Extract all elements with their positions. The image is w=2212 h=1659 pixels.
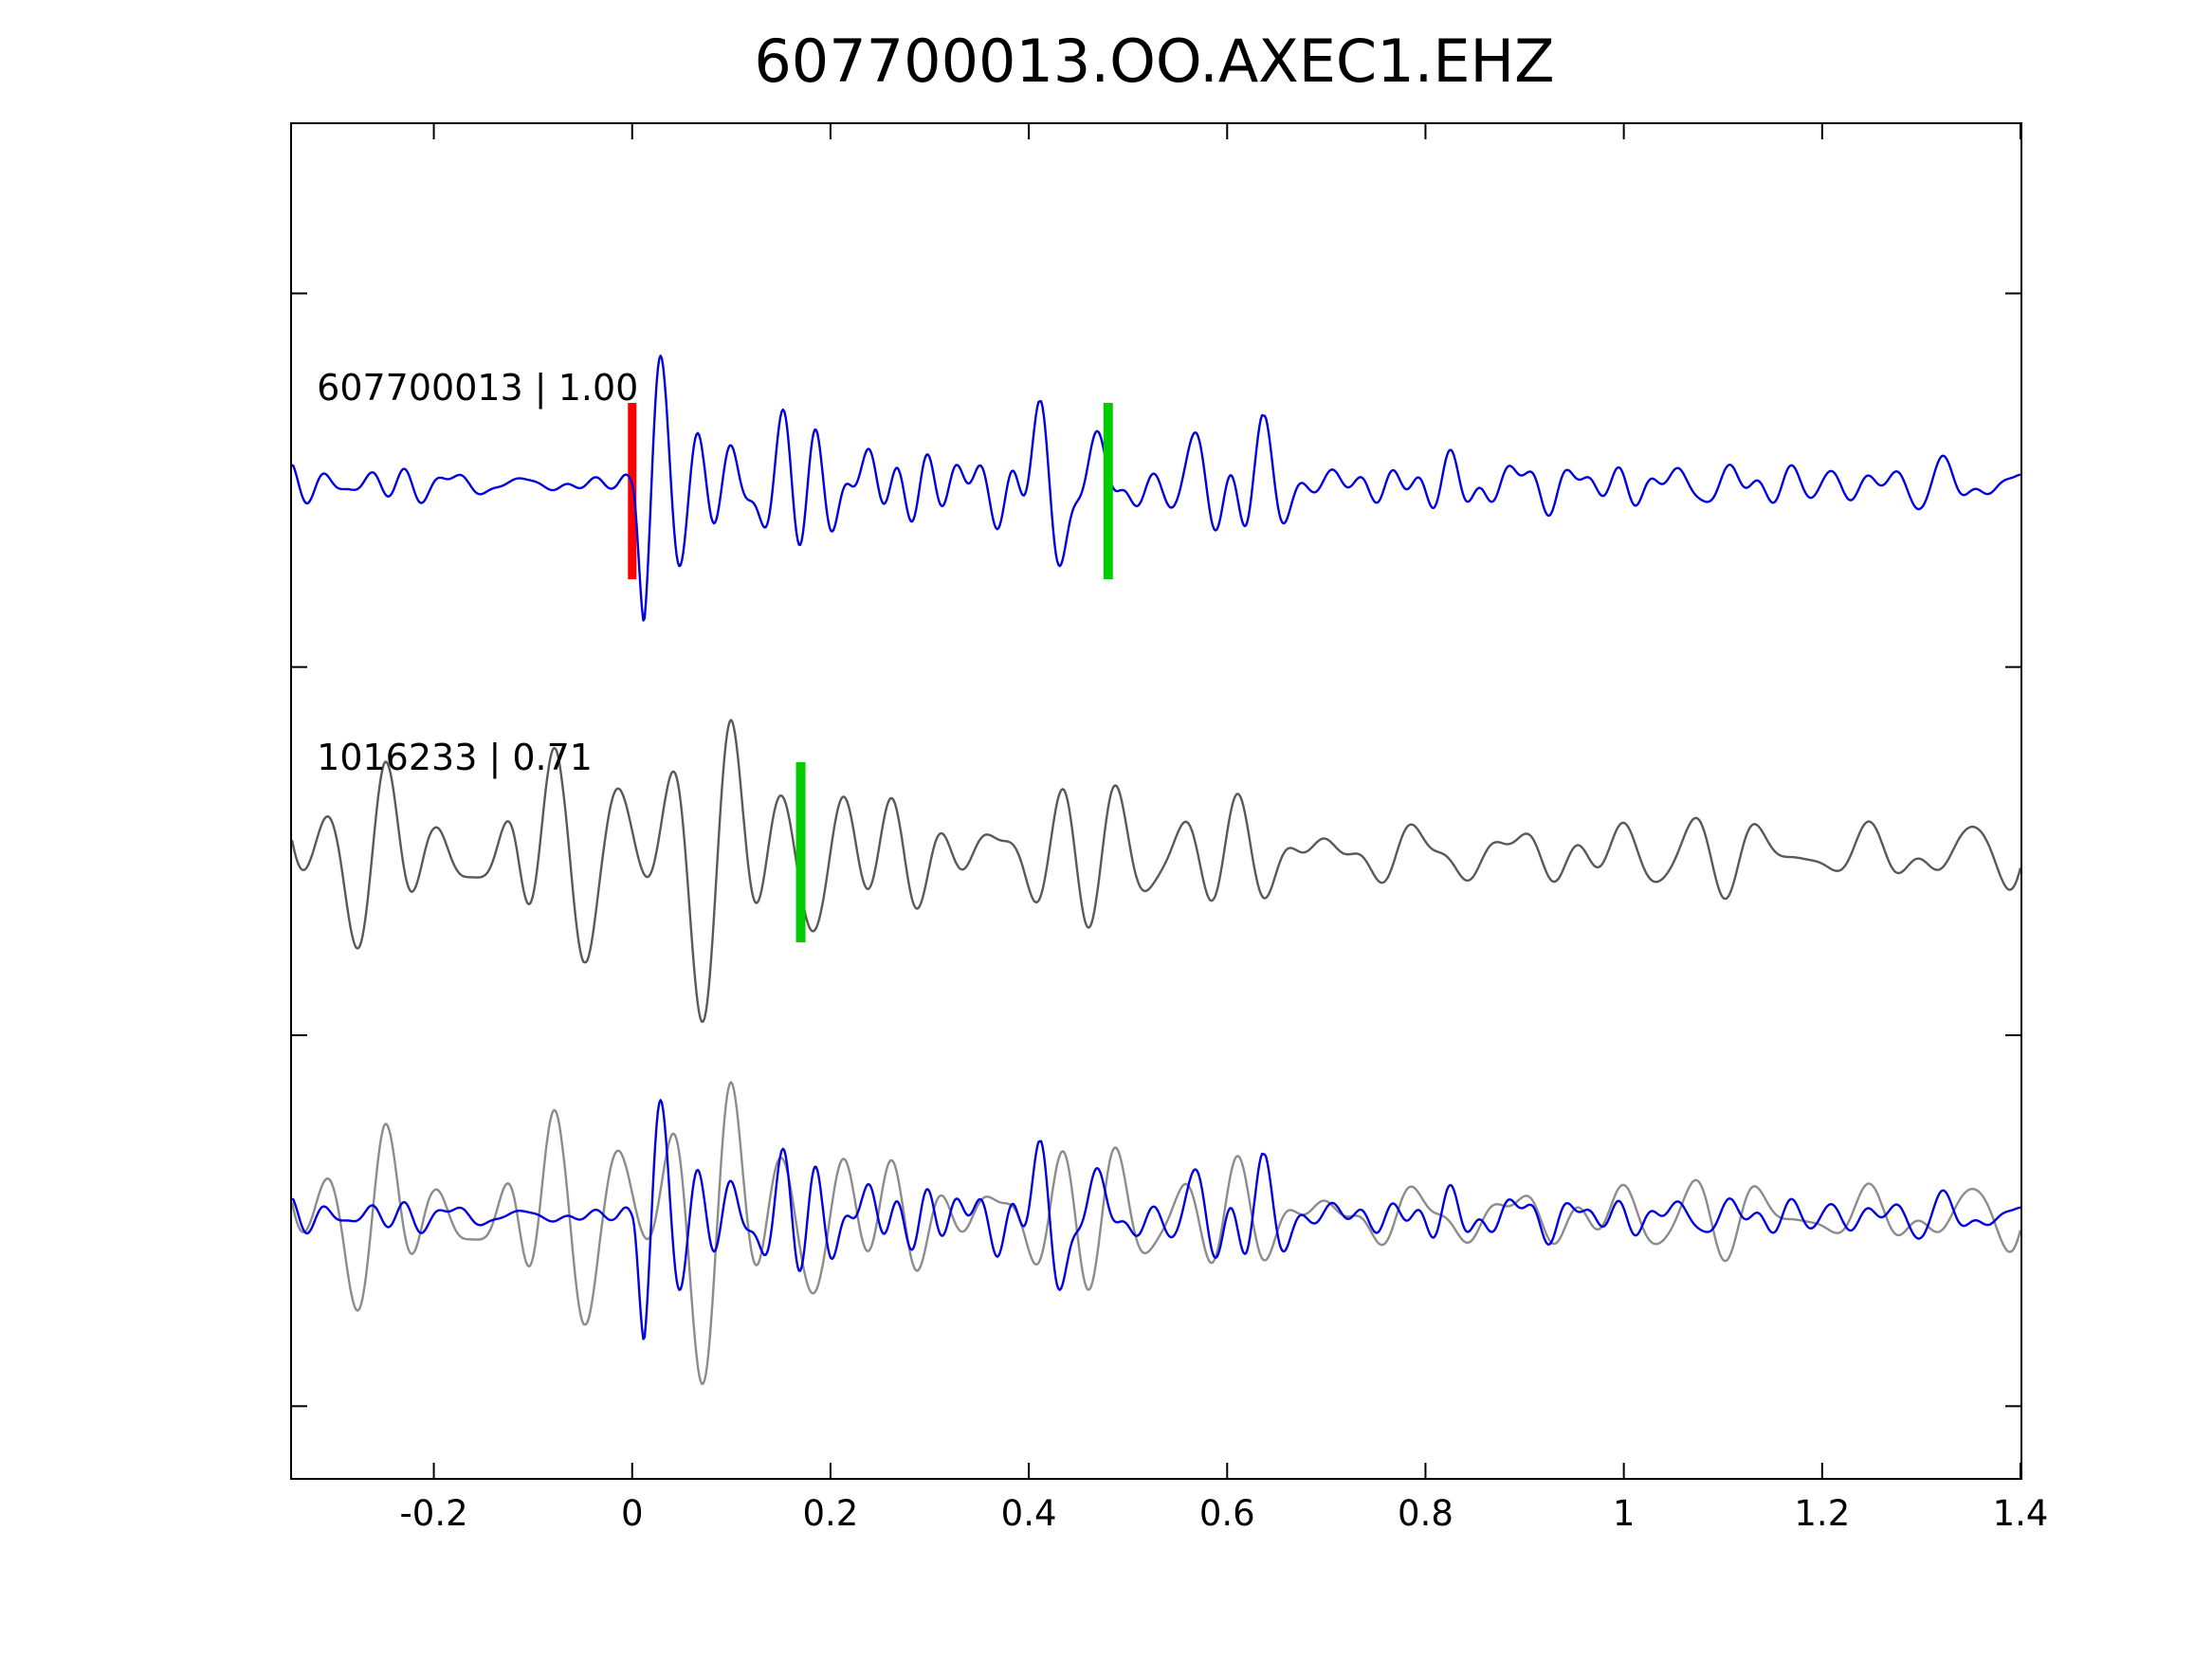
trace-label-template: 607700013 | 1.00: [317, 367, 639, 409]
plot-area: 607700013 | 1.00 1016233 | 0.71 -0.2 0 0.2…: [290, 122, 2048, 1534]
x-axis-tick-labels: -0.2 0 0.2 0.4 0.6 0.8 1 1.2 1.4: [292, 1478, 2048, 1544]
x-tick-label: 0.4: [1000, 1493, 1057, 1534]
x-tick-label: 1.4: [1992, 1493, 2049, 1534]
x-tick-label: 0.2: [802, 1493, 859, 1534]
x-tick-label: -0.2: [399, 1493, 468, 1534]
trace-label-candidate: 1016233 | 0.71: [317, 737, 593, 778]
x-tick-label: 0.6: [1198, 1493, 1255, 1534]
candidate-trace: [292, 719, 2020, 1023]
x-tick-label: 0: [620, 1493, 644, 1534]
x-tick-label: 0.8: [1398, 1493, 1453, 1534]
template-trace: [292, 355, 2020, 622]
figure-title: 607700013.OO.AXEC1.EHZ: [754, 27, 1555, 96]
template-overlay-trace: [292, 1099, 2020, 1340]
x-tick-label: 1: [1612, 1493, 1636, 1534]
x-tick-label: 1.2: [1794, 1493, 1851, 1534]
candidate-overlay-trace: [292, 1081, 2020, 1385]
waveform-canvas: [292, 124, 2020, 1478]
